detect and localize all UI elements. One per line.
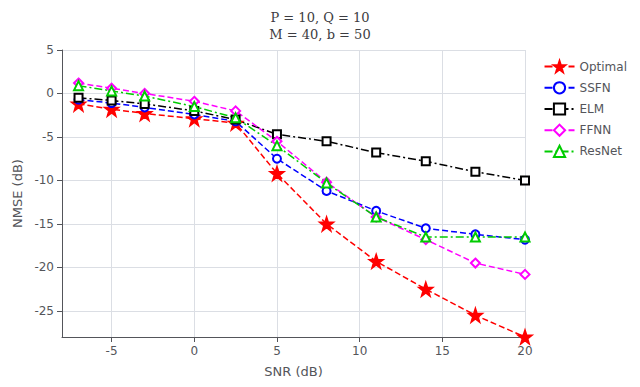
svg-text:ResNet: ResNet <box>580 144 623 158</box>
svg-text:0: 0 <box>46 86 54 100</box>
svg-text:P = 10, Q = 10: P = 10, Q = 10 <box>270 10 369 25</box>
svg-text:20: 20 <box>517 344 532 358</box>
svg-text:-15: -15 <box>34 217 54 231</box>
svg-text:15: 15 <box>435 344 450 358</box>
svg-text:-20: -20 <box>34 260 54 274</box>
svg-text:SNR (dB): SNR (dB) <box>264 364 322 379</box>
svg-text:Optimal: Optimal <box>580 60 627 74</box>
svg-text:10: 10 <box>352 344 367 358</box>
svg-text:5: 5 <box>273 344 281 358</box>
svg-text:ELM: ELM <box>580 102 605 116</box>
svg-text:-5: -5 <box>106 344 118 358</box>
svg-text:-5: -5 <box>42 130 54 144</box>
svg-text:SSFN: SSFN <box>580 81 611 95</box>
svg-text:5: 5 <box>46 43 54 57</box>
svg-text:FFNN: FFNN <box>580 123 612 137</box>
svg-text:-10: -10 <box>34 173 54 187</box>
svg-text:M = 40, b = 50: M = 40, b = 50 <box>269 27 370 42</box>
svg-text:NMSE (dB): NMSE (dB) <box>10 159 25 228</box>
svg-text:-25: -25 <box>34 304 54 318</box>
svg-text:0: 0 <box>190 344 198 358</box>
